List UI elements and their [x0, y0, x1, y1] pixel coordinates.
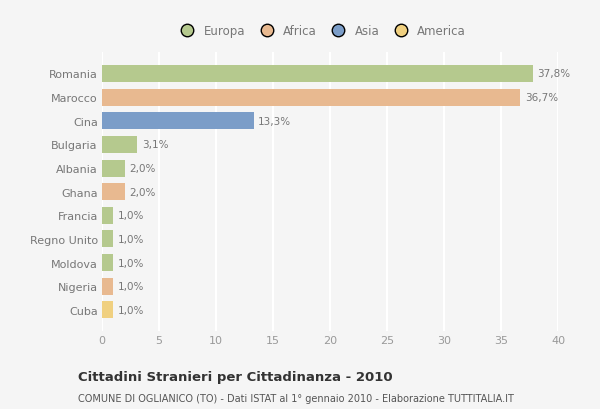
- Bar: [102, 66, 533, 83]
- Legend: Europa, Africa, Asia, America: Europa, Africa, Asia, America: [173, 23, 469, 40]
- Bar: [102, 113, 254, 130]
- Text: 36,7%: 36,7%: [525, 93, 558, 103]
- Text: 2,0%: 2,0%: [130, 164, 156, 174]
- Bar: [102, 137, 137, 153]
- Text: 1,0%: 1,0%: [118, 234, 145, 245]
- Bar: [102, 254, 113, 272]
- Text: 1,0%: 1,0%: [118, 211, 145, 221]
- Bar: [102, 184, 125, 201]
- Bar: [102, 231, 113, 248]
- Text: 37,8%: 37,8%: [538, 69, 571, 79]
- Text: Cittadini Stranieri per Cittadinanza - 2010: Cittadini Stranieri per Cittadinanza - 2…: [78, 370, 392, 383]
- Text: 1,0%: 1,0%: [118, 258, 145, 268]
- Bar: [102, 207, 113, 224]
- Bar: [102, 302, 113, 319]
- Bar: [102, 160, 125, 177]
- Bar: [102, 90, 520, 106]
- Text: 13,3%: 13,3%: [258, 117, 292, 126]
- Text: COMUNE DI OGLIANICO (TO) - Dati ISTAT al 1° gennaio 2010 - Elaborazione TUTTITAL: COMUNE DI OGLIANICO (TO) - Dati ISTAT al…: [78, 393, 514, 402]
- Text: 2,0%: 2,0%: [130, 187, 156, 197]
- Text: 1,0%: 1,0%: [118, 281, 145, 292]
- Text: 3,1%: 3,1%: [142, 140, 169, 150]
- Text: 1,0%: 1,0%: [118, 305, 145, 315]
- Bar: [102, 278, 113, 295]
